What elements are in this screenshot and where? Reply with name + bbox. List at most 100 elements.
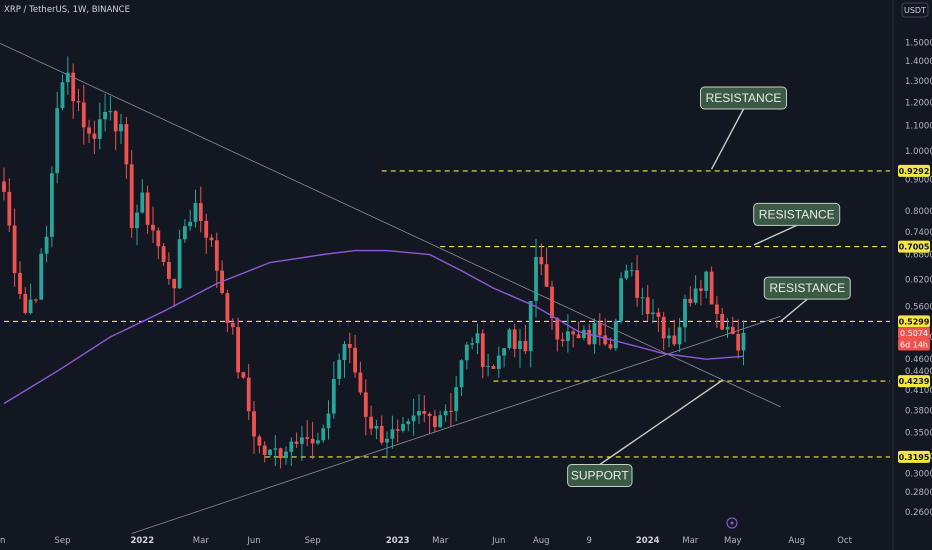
candle (507, 327, 512, 350)
event-flag-icon-ring[interactable] (726, 517, 738, 529)
price-tick-label: 1.4000 (905, 57, 932, 67)
candle (528, 300, 533, 368)
candle-body (693, 288, 698, 303)
currency-button[interactable]: USDT (901, 2, 929, 18)
candle-body (624, 270, 629, 279)
candle (491, 364, 496, 369)
callout-box[interactable] (700, 86, 787, 110)
candle (71, 63, 76, 119)
candle-body (704, 271, 709, 291)
candle-body (183, 226, 187, 240)
candle (480, 329, 485, 379)
candle (135, 204, 139, 246)
candle-body (230, 322, 235, 328)
candle (730, 316, 735, 335)
candle-body (209, 237, 214, 241)
candle-body (406, 421, 411, 425)
moving-average-line (3, 249, 744, 405)
price-tick-label: 0.2600 (905, 508, 932, 518)
candle-body (555, 318, 560, 340)
time-tick-label: Jun (491, 536, 505, 546)
candle-body (464, 344, 469, 361)
candle (406, 418, 411, 432)
price-tick-label: 0.8000 (905, 207, 932, 217)
candle-body (539, 257, 544, 265)
candle-body (683, 298, 687, 328)
candle-body (576, 334, 581, 339)
candle (736, 319, 741, 359)
candle (379, 415, 384, 445)
callout-resistance[interactable]: RESISTANCE (700, 86, 787, 170)
level-price-tag-text: 0.7005 (899, 243, 930, 252)
event-flag-icon-dot[interactable] (730, 521, 734, 525)
price-tick-label: 0.6800 (905, 251, 932, 261)
candle-body (603, 335, 608, 345)
candle-body (103, 112, 107, 120)
candle-body (363, 392, 368, 417)
candle (167, 252, 171, 285)
candle-body (28, 299, 33, 313)
candle (321, 424, 326, 443)
chart-annotations[interactable]: RESISTANCE RESISTANCE RESISTANCE SUPPORT (567, 86, 851, 487)
callout-resistance[interactable]: RESISTANCE (753, 202, 841, 246)
candle-body (87, 127, 91, 134)
candle-body (528, 301, 533, 352)
candle-body (566, 331, 570, 342)
candle (124, 116, 129, 179)
candle-body (480, 333, 485, 367)
time-tick-label: 2024 (636, 536, 660, 546)
price-tick-label: 0.3800 (905, 406, 932, 416)
time-tick-label: 2023 (386, 536, 410, 546)
callout-resistance[interactable]: RESISTANCE (763, 276, 851, 322)
candle (411, 398, 416, 436)
candle-body (475, 333, 480, 344)
candle-body (300, 437, 304, 444)
candle-body (454, 387, 459, 412)
candle (34, 298, 38, 304)
candle-body (390, 429, 395, 439)
candle (172, 278, 177, 307)
candle-body (12, 225, 17, 274)
candle (177, 229, 182, 289)
candle-body (736, 334, 741, 351)
callout-label: SUPPORT (571, 469, 629, 483)
trend-lines (0, 42, 781, 534)
callout-box[interactable] (753, 202, 841, 226)
callout-box[interactable] (567, 464, 633, 487)
level-price-tag: 0.4239 (898, 375, 930, 388)
candle-body (284, 451, 288, 459)
candle-body (92, 133, 97, 139)
candle (640, 287, 645, 316)
trend-line (131, 315, 781, 534)
candle (395, 419, 400, 443)
candle-body (81, 102, 86, 128)
event-flag-icon[interactable] (726, 517, 738, 529)
candle-body (582, 329, 586, 339)
candle-body (656, 312, 661, 317)
candle (459, 359, 464, 396)
symbol-title: XRP / TetherUS, 1W, BINANCE (4, 5, 130, 15)
candle-body (119, 124, 123, 132)
time-tick-label: Mar (682, 536, 699, 546)
candle-body (449, 410, 453, 412)
candle-body (156, 230, 161, 247)
candle (262, 441, 267, 463)
time-tick-label: Sep (305, 536, 321, 546)
candle-body (486, 366, 490, 368)
candle (188, 209, 193, 231)
candle (369, 405, 373, 435)
currency-button-frame[interactable] (901, 2, 929, 18)
level-price-tag-text: 0.9292 (899, 167, 930, 176)
candle (145, 185, 150, 234)
candle-body (496, 355, 501, 369)
time-axis[interactable]: Jun Sep 2022 Mar Jun Sep 2023 Mar Jun Aug 9 2024 Mar… (0, 536, 853, 546)
candle (2, 167, 6, 201)
candle (645, 285, 650, 321)
candle-body (709, 271, 714, 305)
level-price-tag-text: 0.3195 (899, 453, 930, 462)
currency-button-label[interactable]: USDT (904, 6, 926, 15)
callout-support[interactable]: SUPPORT (567, 379, 723, 487)
bar-countdown-tag-bg (898, 338, 930, 351)
callout-box[interactable] (763, 276, 851, 300)
candle (656, 307, 661, 332)
